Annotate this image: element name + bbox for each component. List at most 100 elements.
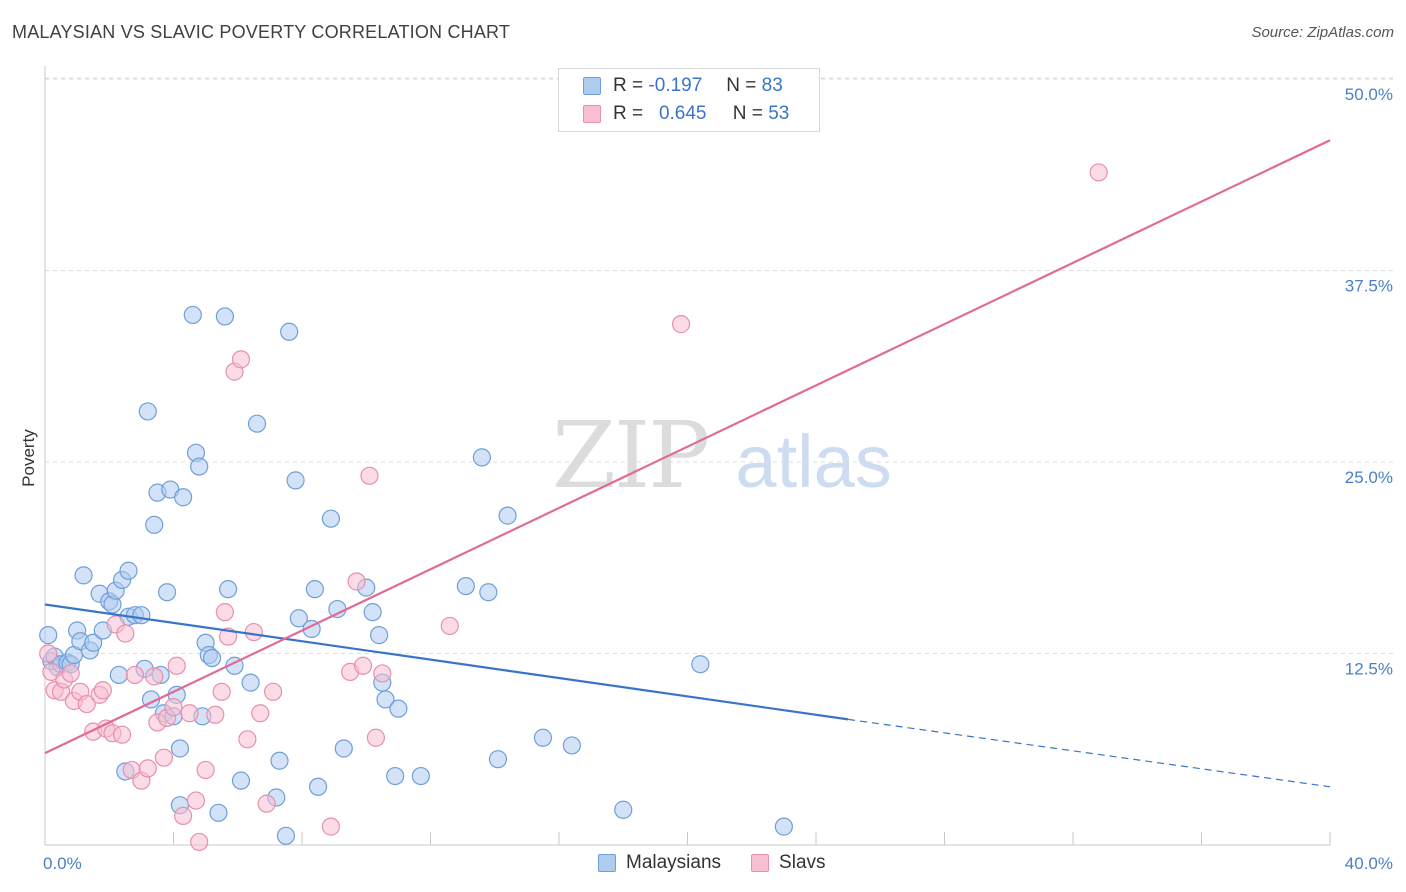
slavs-legend-swatch: [751, 854, 770, 872]
trend-lines: [44, 139, 1331, 788]
slavs-point: [219, 627, 238, 646]
legend-label-malaysians: Malaysians: [626, 852, 722, 873]
axis-labels: 12.5% 25.0% 37.5% 50.0% 0.0% 40.0% Poverty: [19, 85, 1393, 873]
slavs-point: [244, 622, 263, 642]
malaysians-point: [138, 402, 157, 421]
malaysians-point: [286, 471, 305, 490]
malaysians-point: [562, 736, 581, 755]
x-tick-label-max: 40.0%: [1345, 854, 1393, 873]
malaysians-point: [376, 690, 395, 709]
slavs-point: [1089, 163, 1108, 182]
axes: [44, 66, 1331, 846]
malaysians-point: [479, 583, 498, 602]
malaysians-point: [370, 626, 389, 645]
malaysians-swatch: [583, 77, 601, 95]
legend-label-slavs: Slavs: [779, 852, 826, 873]
malaysians-point: [119, 561, 138, 580]
slavs-point: [231, 350, 251, 369]
y-tick-label: 25.0%: [1345, 468, 1393, 487]
slavs-point: [77, 694, 96, 714]
slavs-point: [61, 664, 80, 683]
malaysians-point: [321, 509, 341, 528]
malaysians-point: [334, 739, 353, 758]
slavs-point: [671, 315, 691, 334]
slavs-point: [39, 644, 58, 663]
malaysians-point: [74, 566, 93, 585]
malaysians-point: [190, 457, 209, 476]
slavs-point: [154, 748, 173, 767]
slavs-point: [138, 759, 157, 778]
legend-r-label: R =: [613, 103, 644, 124]
malaysians-point: [109, 665, 128, 685]
watermark: ZIP atlas: [552, 402, 892, 509]
series-legend: Malaysians Slavs: [598, 852, 856, 874]
malaysians-point: [774, 817, 793, 836]
slavs-point: [116, 624, 135, 643]
legend-row-slavs: R = 0.645 N = 53: [583, 102, 789, 126]
y-tick-label: 50.0%: [1345, 85, 1393, 104]
y-tick-label: 12.5%: [1345, 660, 1393, 679]
malaysians-point: [39, 626, 58, 645]
legend-item-malaysians[interactable]: Malaysians: [598, 852, 721, 874]
malaysians-point: [174, 488, 193, 507]
malaysians-point: [386, 766, 405, 786]
malaysians-point: [614, 800, 633, 819]
malaysians-point: [305, 580, 324, 599]
malaysians-point: [691, 655, 710, 674]
slavs-point: [373, 664, 392, 683]
watermark-zip: ZIP: [552, 402, 710, 509]
slavs-point: [145, 667, 164, 686]
slavs-point: [164, 698, 183, 717]
malaysians-point: [132, 606, 151, 625]
malaysians-point: [328, 599, 347, 619]
chart-title: MALAYSIAN VS SLAVIC POVERTY CORRELATION …: [12, 22, 511, 42]
legend-n-label: N =: [732, 103, 763, 124]
x-tick-label-min: 0.0%: [43, 854, 82, 873]
grid-lines: [45, 77, 1395, 654]
malaysians-point: [456, 576, 475, 596]
malaysians-point: [202, 648, 222, 668]
legend-item-slavs[interactable]: Slavs: [751, 852, 826, 874]
slavs-point: [251, 704, 270, 723]
malaysians-point: [276, 826, 296, 845]
slavs-point: [360, 466, 379, 485]
slavs-point: [174, 806, 193, 825]
correlation-legend: R = -0.197 N = 83 R = 0.645 N = 53: [558, 68, 820, 132]
slavs-swatch: [583, 105, 601, 123]
malaysians-point: [411, 766, 430, 786]
malaysians-point: [363, 603, 382, 622]
slavs-point: [206, 705, 225, 724]
malaysians-trend-extension: [848, 718, 1331, 788]
malaysians-point: [389, 699, 408, 718]
malaysians-point: [533, 728, 553, 747]
slavs-trend-line: [44, 139, 1331, 755]
slavs-point: [238, 730, 257, 749]
legend-n-value: 83: [761, 75, 783, 96]
source-label: Source: ZipAtlas.com: [1251, 24, 1394, 41]
slavs-point: [190, 832, 209, 852]
malaysians-point: [498, 506, 517, 525]
malaysians-point: [270, 751, 289, 770]
y-axis-label: Poverty: [19, 429, 38, 487]
malaysians-point: [280, 322, 299, 341]
slavs-point: [180, 704, 199, 723]
slavs-point: [366, 728, 385, 747]
slavs-point: [186, 791, 206, 810]
malaysians-point: [247, 414, 267, 433]
slavs-point: [257, 794, 276, 813]
slavs-point: [353, 656, 373, 675]
slavs-point: [93, 681, 112, 700]
malaysians-point: [472, 448, 491, 467]
slavs-points: [39, 163, 1108, 852]
malaysians-legend-swatch: [598, 854, 616, 872]
malaysians-point: [215, 307, 234, 326]
legend-r-value: -0.197: [648, 75, 703, 96]
slavs-point: [215, 603, 234, 622]
legend-row-malaysians: R = -0.197 N = 83: [583, 74, 783, 98]
slavs-point: [196, 760, 215, 780]
legend-r-value: 0.645: [658, 103, 707, 124]
legend-n-label: N =: [726, 75, 757, 96]
malaysians-point: [84, 633, 103, 652]
malaysians-point: [241, 673, 260, 692]
slavs-point: [112, 725, 132, 744]
